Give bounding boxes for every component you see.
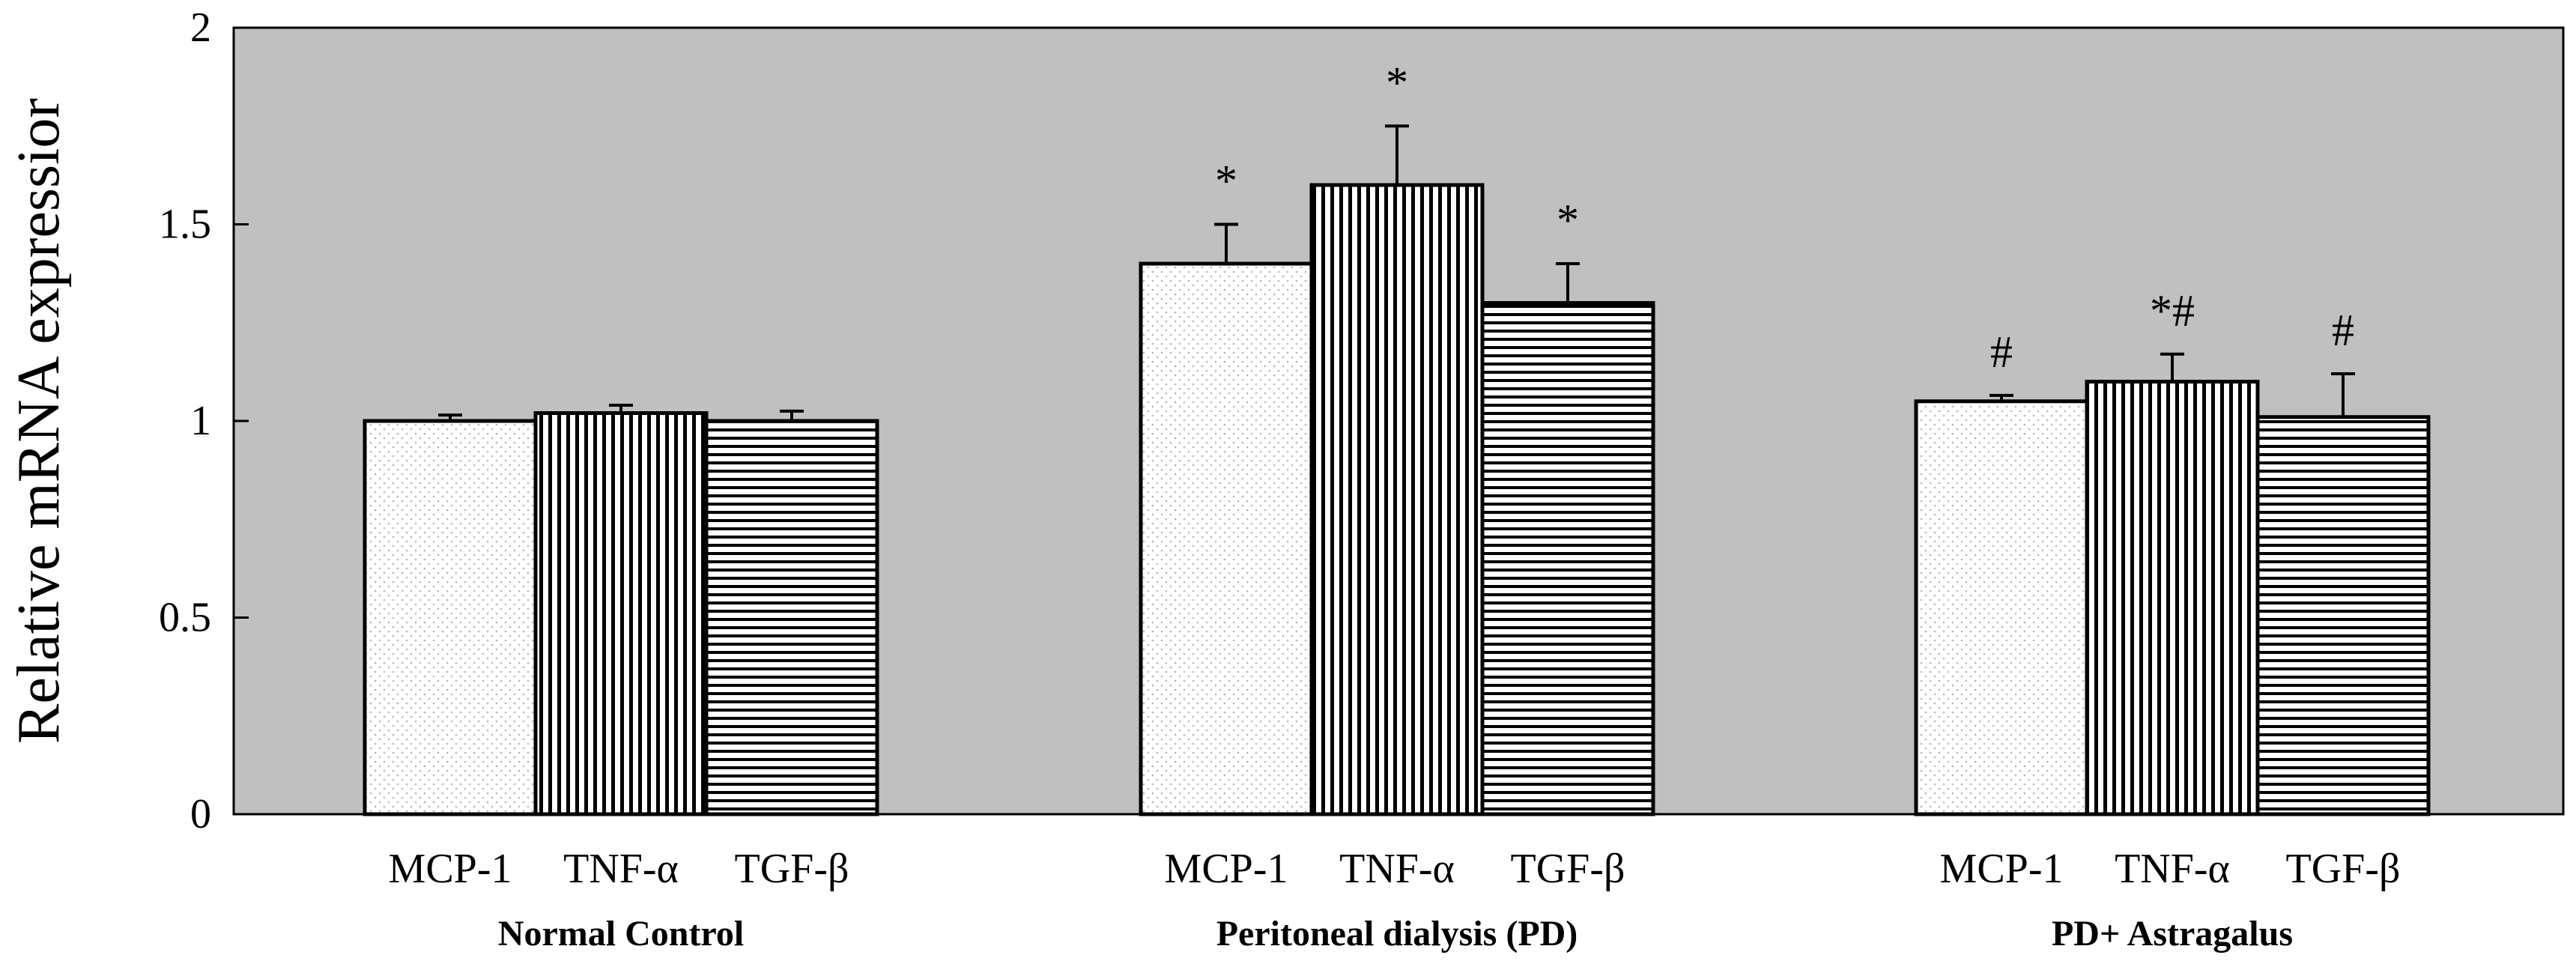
y-tick-label: 2 [190,4,211,51]
bar-normal-control-mcp-1 [363,419,538,816]
bar-peritoneal-dialysis-pd-mcp-1 [1139,261,1314,816]
category-label: MCP-1 [389,846,512,892]
significance-marker: * [1215,157,1237,206]
group-label-pd-astragalus: PD+ Astragalus [2052,914,2293,954]
y-axis-label: Relative mRNA expressior [6,98,72,744]
category-label: TNF-α [563,846,679,892]
bar-normal-control-tgf [704,419,879,816]
category-label: TGF-β [2286,846,2401,892]
bar-pd-astragalus-tgf [2255,415,2431,816]
category-label: TGF-β [1511,846,1625,892]
category-label: MCP-1 [1940,846,2064,892]
group-label-normal-control: Normal Control [498,914,744,954]
bar-pd-astragalus-mcp-1 [1914,399,2089,816]
bars: ***#*# # [363,58,2431,816]
group-label-peritoneal-dialysis-pd: Peritoneal dialysis (PD) [1216,914,1578,954]
significance-marker: * [1386,58,1408,107]
bar-normal-control-tnf [533,411,709,816]
y-tick-label: 0 [190,791,211,837]
y-tick-label: 1.5 [159,201,211,248]
category-label: TNF-α [2115,846,2230,892]
significance-marker: # [1990,327,2013,377]
significance-marker: *# [2150,286,2195,336]
category-label: MCP-1 [1165,846,1288,892]
bar-pd-astragalus-tnf [2085,380,2260,816]
y-axis: 0 0.5 1 1.5 2 [159,4,249,837]
bar-peritoneal-dialysis-pd-tgf [1480,301,1655,816]
significance-marker: # [2332,306,2354,355]
category-label: TNF-α [1339,846,1455,892]
x-axis-labels: MCP-1 TNF-α TGF-β Normal Control MCP-1 TNF-α T… [389,846,2401,954]
category-label: TGF-β [735,846,849,892]
y-tick-label: 0.5 [159,595,211,641]
bar-peritoneal-dialysis-pd-tnf [1309,183,1485,816]
y-tick-label: 1 [190,398,211,444]
significance-marker: * [1557,195,1579,245]
